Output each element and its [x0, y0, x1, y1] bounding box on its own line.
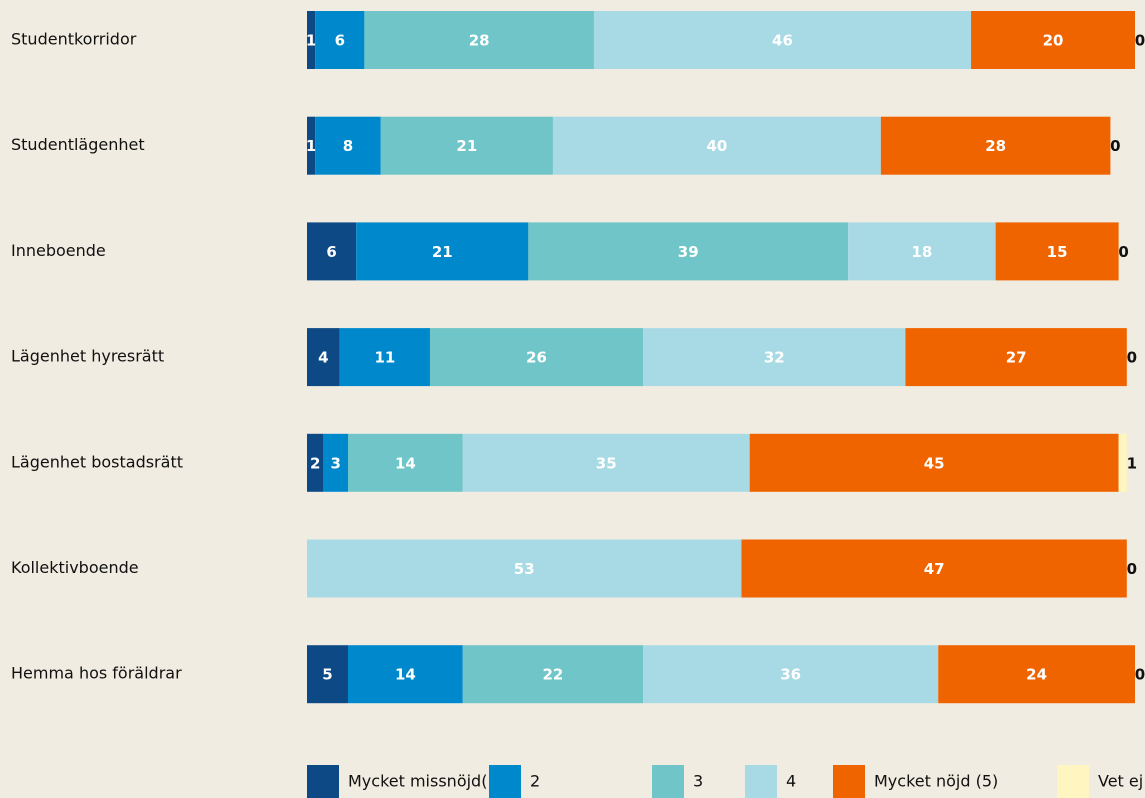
legend-swatch: [1057, 765, 1089, 798]
data-label: 24: [1026, 666, 1047, 684]
data-label: 21: [432, 243, 453, 261]
data-label: 14: [395, 666, 416, 684]
bar-segment: [741, 539, 1127, 598]
bar-segment: [347, 645, 463, 704]
bar-segment: [364, 11, 594, 69]
data-label: 6: [326, 243, 336, 261]
data-label: 3: [330, 454, 340, 472]
bar-segment: [643, 328, 906, 387]
bar-segment: [552, 116, 881, 175]
data-label: 21: [456, 137, 477, 155]
bar-segment: [307, 433, 324, 492]
data-label: 8: [343, 137, 353, 155]
data-label: 32: [764, 349, 785, 367]
legend-swatch: [833, 765, 865, 798]
bar-segment: [848, 222, 996, 281]
legend-swatch: [652, 765, 684, 798]
legend-swatch: [745, 765, 777, 798]
data-label: 5: [322, 666, 332, 684]
legend-label: 4: [786, 772, 796, 791]
data-label: 35: [596, 454, 617, 472]
data-label: 6: [335, 32, 345, 50]
bar-segment: [307, 645, 348, 704]
data-label: 2: [310, 454, 320, 472]
bar-segment: [307, 116, 316, 175]
data-label: 53: [514, 560, 535, 578]
bar-segment: [315, 11, 365, 69]
data-label: 0: [1135, 666, 1145, 684]
bar-segment: [315, 116, 381, 175]
data-label: 46: [772, 32, 793, 50]
data-label: 22: [543, 666, 564, 684]
data-label: 0: [1127, 349, 1137, 367]
bar-segment: [429, 328, 644, 387]
data-label: 45: [924, 454, 945, 472]
bar-segment: [307, 222, 357, 281]
bar-segment: [593, 11, 972, 69]
category-label: Lägenhet bostadsrätt: [11, 452, 183, 471]
bar-segment: [995, 222, 1119, 281]
category-label: Studentkorridor: [11, 30, 137, 49]
bar-segment: [462, 645, 644, 704]
legend-label: 2: [530, 772, 540, 791]
legend-label: Mycket missnöjd(1): [348, 772, 504, 791]
bar-segment: [880, 116, 1111, 175]
data-label: 4: [318, 349, 328, 367]
data-label: 20: [1043, 32, 1064, 50]
category-label: Lägenhet hyresrätt: [11, 347, 164, 366]
data-label: 0: [1110, 137, 1120, 155]
legend-swatch: [307, 765, 339, 798]
data-label: 11: [374, 349, 395, 367]
data-label: 18: [911, 243, 932, 261]
bar-segment: [307, 11, 316, 69]
category-label: Hemma hos föräldrar: [11, 664, 182, 683]
data-label: 28: [469, 32, 490, 50]
legend-swatch: [489, 765, 521, 798]
legend-label: 3: [693, 772, 703, 791]
bar-segment: [938, 645, 1135, 704]
bar-segment: [347, 433, 463, 492]
category-label: Kollektivboende: [11, 558, 139, 577]
bar-segment: [323, 433, 348, 492]
data-label: 47: [924, 560, 945, 578]
bar-segment: [1118, 433, 1127, 492]
category-label: Studentlägenhet: [11, 135, 145, 154]
data-label: 27: [1006, 349, 1027, 367]
bar-segment: [380, 116, 553, 175]
data-label: 28: [985, 137, 1006, 155]
category-label: Inneboende: [11, 241, 106, 260]
data-label: 0: [1135, 32, 1145, 50]
data-label: 36: [780, 666, 801, 684]
bar-segment: [643, 645, 939, 704]
bar-segment: [339, 328, 430, 387]
legend-label: Mycket nöjd (5): [874, 772, 998, 791]
bar-segment: [307, 328, 340, 387]
data-label: 0: [1127, 560, 1137, 578]
bar-segment: [462, 433, 750, 492]
data-label: 26: [526, 349, 547, 367]
data-label: 39: [678, 243, 699, 261]
data-label: 0: [1118, 243, 1128, 261]
data-label: 40: [706, 137, 727, 155]
bar-segment: [905, 328, 1127, 387]
bar-segment: [971, 11, 1135, 69]
bar-segment: [356, 222, 529, 281]
legend-label: Vet ej: [1098, 772, 1143, 791]
bar-segment: [749, 433, 1119, 492]
data-label: 1: [1127, 454, 1137, 472]
bar-segment: [528, 222, 849, 281]
data-label: 1: [306, 32, 316, 50]
data-label: 1: [306, 137, 316, 155]
data-label: 14: [395, 454, 416, 472]
bar-segment: [307, 539, 742, 598]
data-label: 15: [1047, 243, 1068, 261]
